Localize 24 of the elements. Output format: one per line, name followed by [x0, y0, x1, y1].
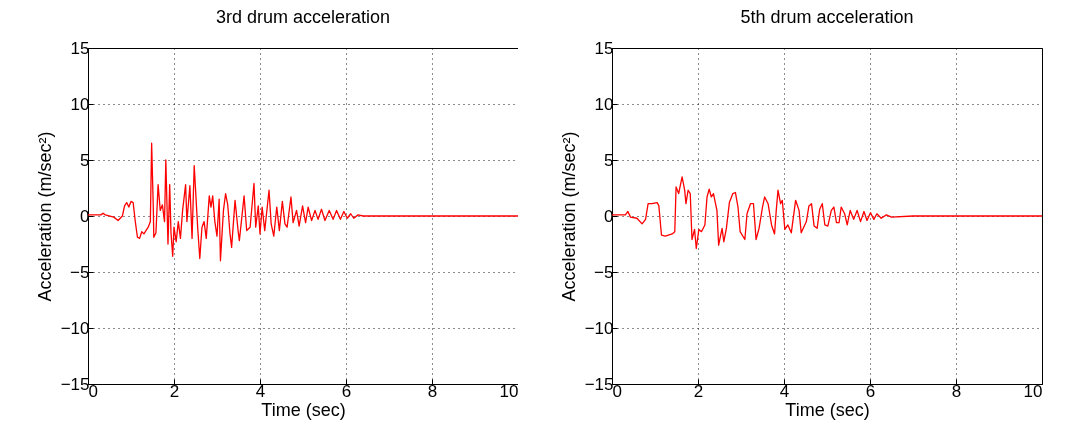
x-tick-label: 6 [865, 381, 876, 401]
y-tick-label: 15 [70, 38, 90, 58]
y-tick-label: −5 [594, 262, 614, 282]
x-tick-label: 4 [255, 381, 266, 401]
line-series [88, 142, 518, 262]
y-axis-title: Acceleration (m/sec²) [34, 131, 55, 302]
x-tick-label: 4 [779, 381, 790, 401]
y-tick-label: −5 [70, 262, 90, 282]
x-tick-label: 2 [693, 381, 704, 401]
x-tick-label: 6 [341, 381, 352, 401]
y-tick-label: 15 [594, 38, 614, 58]
y-axis-title: Acceleration (m/sec²) [558, 131, 579, 302]
x-tick-label: 8 [951, 381, 962, 401]
line-series [612, 176, 1042, 250]
x-tick-label: 2 [169, 381, 180, 401]
chart-title: 5th drum acceleration [740, 7, 914, 27]
y-tick-label: −15 [584, 374, 614, 394]
x-axis-title: Time (sec) [785, 399, 870, 420]
chart-title: 3rd drum acceleration [215, 7, 391, 27]
y-tick-label: −15 [60, 374, 90, 394]
x-tick-label: 8 [427, 381, 438, 401]
x-tick-label: 10 [499, 381, 519, 401]
x-axis-title: Time (sec) [261, 399, 346, 420]
x-tick-label: 10 [1023, 381, 1043, 401]
